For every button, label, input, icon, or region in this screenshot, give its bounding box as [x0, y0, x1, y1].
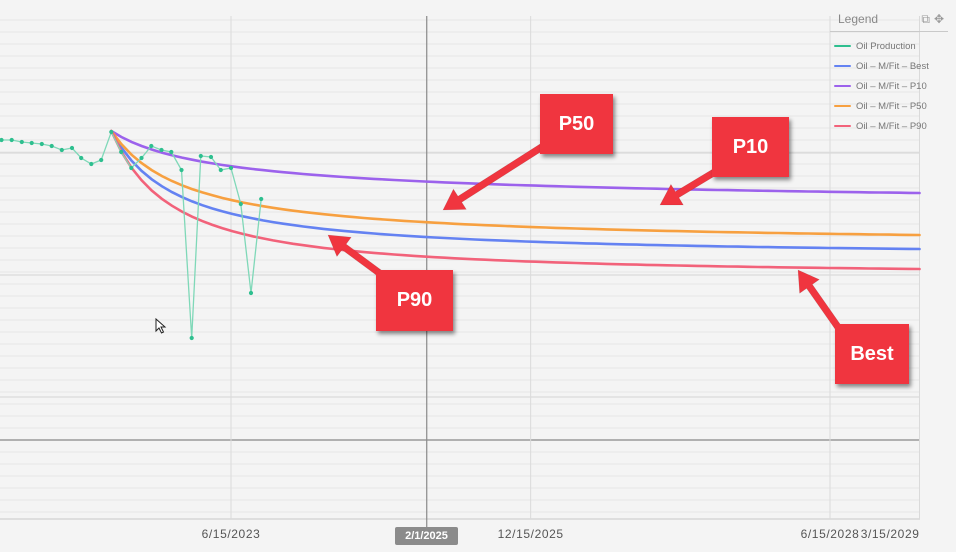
forecast-line-p50[interactable] [110, 129, 921, 237]
legend-item-p10[interactable]: Oil – M/Fit – P10 [834, 79, 927, 93]
oil-production-point[interactable] [208, 154, 214, 160]
legend-item-label: Oil – M/Fit – P50 [856, 100, 927, 112]
oil-production-point[interactable] [19, 139, 24, 145]
oil-production-point[interactable] [159, 147, 164, 153]
legend-swatch [834, 105, 851, 107]
oil-production-point[interactable] [69, 145, 75, 151]
oil-production-point[interactable] [9, 137, 14, 143]
legend-item-label: Oil – M/Fit – P90 [856, 120, 927, 132]
arrow-p10 [659, 166, 721, 206]
oil-production-point[interactable] [198, 153, 203, 159]
oil-production-point[interactable] [218, 167, 223, 173]
legend-item-p90[interactable]: Oil – M/Fit – P90 [834, 119, 927, 133]
legend-divider [830, 31, 948, 32]
legend-tools: ⧉ ✥ [917, 12, 944, 27]
oil-production-point[interactable] [169, 149, 174, 155]
callout-best: Best [835, 324, 909, 384]
legend-item-label: Oil Production [856, 40, 916, 52]
oil-production-point[interactable] [129, 165, 134, 171]
forecast-line-best[interactable] [110, 129, 921, 251]
x-tick-label: 3/15/2029 [861, 527, 920, 541]
legend-item-best[interactable]: Oil – M/Fit – Best [834, 59, 929, 73]
legend-item-p50[interactable]: Oil – M/Fit – P50 [834, 99, 927, 113]
oil-production-point[interactable] [149, 143, 154, 149]
oil-production-point[interactable] [248, 290, 254, 296]
move-icon[interactable]: ✥ [933, 12, 944, 26]
legend-item-label: Oil – M/Fit – P10 [856, 80, 927, 92]
legend-panel: Legend ⧉ ✥ Oil Production Oil – M/Fit – B… [830, 10, 948, 140]
legend-swatch [834, 65, 851, 67]
oil-production-point[interactable] [179, 167, 184, 173]
oil-production-point[interactable] [59, 147, 64, 153]
legend-swatch [834, 85, 851, 87]
oil-production-point[interactable] [119, 149, 124, 155]
x-tick-label: 6/15/2023 [202, 527, 261, 541]
x-tick-label: 12/15/2025 [498, 527, 564, 541]
oil-production-point[interactable] [238, 201, 243, 207]
oil-production-point[interactable] [0, 137, 4, 143]
arrow-p50 [442, 141, 548, 211]
callout-p50: P50 [540, 94, 613, 154]
arrow-best [797, 269, 844, 333]
callout-arrows [327, 141, 844, 333]
oil-production-point[interactable] [109, 129, 114, 135]
oil-production-point[interactable] [139, 155, 144, 161]
legend-title: Legend [838, 12, 879, 26]
grid-layer [0, 19, 920, 520]
legend-swatch [834, 45, 851, 47]
oil-production-point[interactable] [79, 155, 84, 161]
series-layer [0, 129, 921, 341]
oil-production-point[interactable] [228, 165, 234, 171]
oil-production-point[interactable] [189, 335, 194, 341]
legend-item-oil-production[interactable]: Oil Production [834, 39, 916, 53]
mouse-cursor-icon [155, 318, 167, 334]
oil-production-point[interactable] [259, 196, 264, 202]
forecast-line-p90[interactable] [110, 129, 921, 271]
oil-production-point[interactable] [39, 141, 44, 147]
copy-icon[interactable]: ⧉ [921, 12, 930, 26]
oil-production-point[interactable] [49, 143, 54, 149]
oil-production-point[interactable] [29, 140, 34, 146]
forecast-line-p10[interactable] [110, 129, 921, 195]
oil-production-point[interactable] [89, 161, 94, 167]
crosshair-date-badge: 2/1/2025 [395, 527, 458, 545]
oil-production-point[interactable] [99, 157, 104, 163]
legend-swatch [834, 125, 851, 127]
arrow-p90 [327, 234, 385, 279]
callout-p90: P90 [376, 270, 453, 331]
legend-item-label: Oil – M/Fit – Best [856, 60, 929, 72]
x-tick-label: 6/15/2028 [801, 527, 860, 541]
callout-p10: P10 [712, 117, 789, 177]
